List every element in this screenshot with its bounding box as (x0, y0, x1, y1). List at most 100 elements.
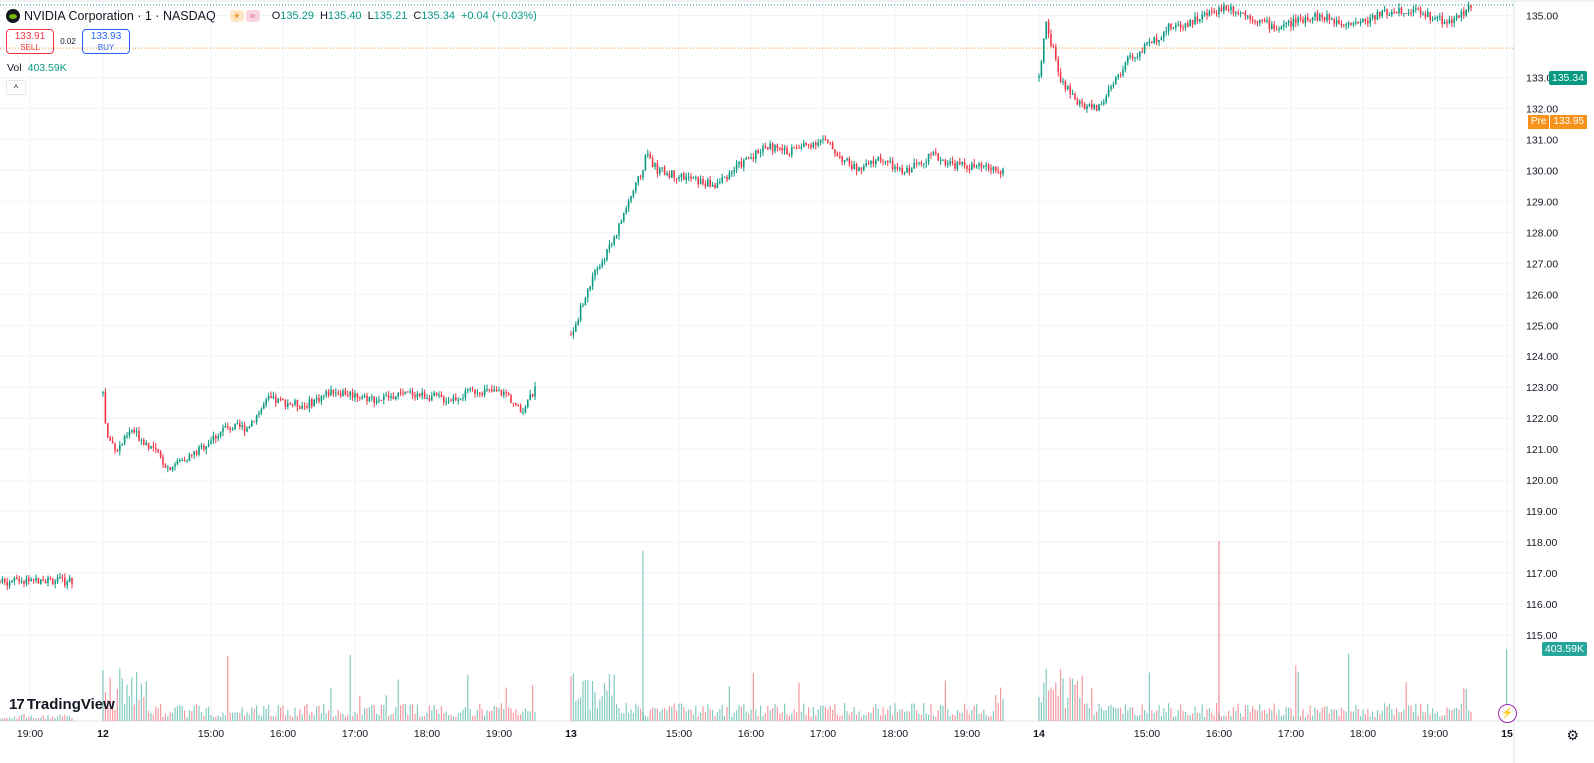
candle-body (1427, 12, 1429, 17)
market-hours-sun-icon[interactable]: ☀ (229, 10, 244, 22)
candle-body (59, 576, 61, 578)
candle-body (459, 398, 462, 400)
volume-bar (738, 705, 740, 721)
volume-bar (620, 713, 622, 721)
candle-body (1283, 24, 1285, 27)
candle-body (483, 389, 486, 396)
volume-bar (229, 712, 231, 721)
change-value: +0.04 (+0.03%) (460, 10, 537, 22)
volume-bar (868, 711, 870, 721)
candle-body (863, 165, 865, 170)
volume-bar (510, 708, 512, 721)
volume-bar (1249, 711, 1251, 721)
settings-gear-icon[interactable]: ⚙ (1566, 727, 1579, 743)
candle-body (1415, 8, 1417, 10)
volume-bar (853, 706, 855, 721)
candle-body (995, 167, 997, 171)
candle-body (1083, 103, 1086, 109)
volume-bar (865, 714, 867, 721)
volume-bar (1357, 708, 1359, 721)
candle-body (1271, 24, 1273, 29)
volume-bar (1465, 688, 1467, 721)
candle-body (1182, 27, 1184, 29)
candle-body (491, 389, 493, 392)
candle-body (1321, 15, 1323, 18)
candle-body (344, 390, 347, 395)
tradingview-logo[interactable]: 17 TradingView (9, 696, 115, 713)
candle-body (1467, 5, 1470, 10)
candle-body (1439, 16, 1441, 18)
volume-bar (637, 706, 639, 721)
candle-body (229, 427, 231, 430)
volume-bar (644, 715, 646, 721)
candle-body (227, 426, 229, 428)
volume-bar (263, 705, 265, 721)
candle-body (697, 177, 699, 185)
volume-bar (203, 715, 205, 721)
candle-body (164, 464, 167, 468)
volume-bar (788, 715, 790, 721)
volume-bar (47, 714, 49, 721)
sell-button[interactable]: 133.91 SELL (6, 29, 54, 54)
volume-bar (172, 712, 174, 721)
candle-body (30, 579, 32, 582)
volume-bar (877, 708, 879, 721)
price-axis-label: 117.00 (1526, 568, 1557, 580)
candle-body (1388, 14, 1391, 16)
volume-bar (1295, 665, 1297, 721)
volume-bar (1345, 711, 1347, 721)
volume-bar (217, 715, 219, 721)
candle-body (392, 396, 395, 399)
symbol-header: NVIDIA Corporation · 1 · NASDAQ ☀ ≈ O135… (6, 6, 537, 26)
candle-body (1187, 23, 1189, 27)
volume-bar (431, 710, 433, 721)
volume-bar (380, 704, 382, 721)
volume-bar (150, 712, 152, 721)
volume-bar (145, 681, 147, 721)
volume-bar (1254, 709, 1256, 721)
candle-body (623, 213, 625, 222)
data-delay-wave-icon[interactable]: ≈ (245, 10, 260, 22)
volume-bar (1309, 705, 1311, 721)
lightning-icon[interactable]: ⚡ (1498, 704, 1517, 723)
tradingview-mark-icon: 17 (9, 696, 25, 713)
volume-bar (527, 711, 529, 721)
candle-body (1227, 9, 1230, 11)
candle-body (930, 153, 932, 155)
volume-bar (1057, 695, 1059, 721)
candle-body (1369, 17, 1371, 24)
volume-bar (707, 704, 709, 721)
time-axis-label: 18:00 (882, 728, 908, 740)
volume-bar (1091, 688, 1093, 721)
candle-body (582, 305, 584, 307)
volume-bar (287, 709, 289, 721)
candle-body (457, 399, 459, 401)
volume-bar (781, 712, 783, 721)
candle-body (1136, 56, 1139, 58)
volume-legend[interactable]: Vol 403.59K (7, 62, 67, 74)
volume-bar (740, 706, 742, 721)
symbol-title[interactable]: NVIDIA Corporation · 1 · NASDAQ (24, 9, 216, 23)
candle-body (1242, 12, 1244, 14)
volume-bar (1348, 653, 1350, 721)
candle-body (500, 390, 503, 396)
volume-bar (755, 709, 757, 721)
candle-body (731, 172, 733, 174)
volume-bar (409, 704, 411, 721)
candle-body (1412, 8, 1415, 13)
candle-body (52, 578, 54, 584)
time-axis-label: 18:00 (1350, 728, 1376, 740)
candle-body (695, 177, 697, 179)
volume-bar (512, 712, 514, 721)
volume-bar (385, 695, 387, 721)
candle-body (788, 154, 791, 156)
buy-button[interactable]: 133.93 BUY (82, 29, 130, 54)
volume-bar (1352, 711, 1354, 721)
collapse-legend-button[interactable]: ^ (6, 80, 26, 95)
volume-bar (524, 708, 526, 721)
candle-body (1429, 12, 1431, 20)
candle-body (176, 460, 179, 465)
volume-bar (988, 716, 990, 721)
volume-bar (1350, 711, 1352, 721)
